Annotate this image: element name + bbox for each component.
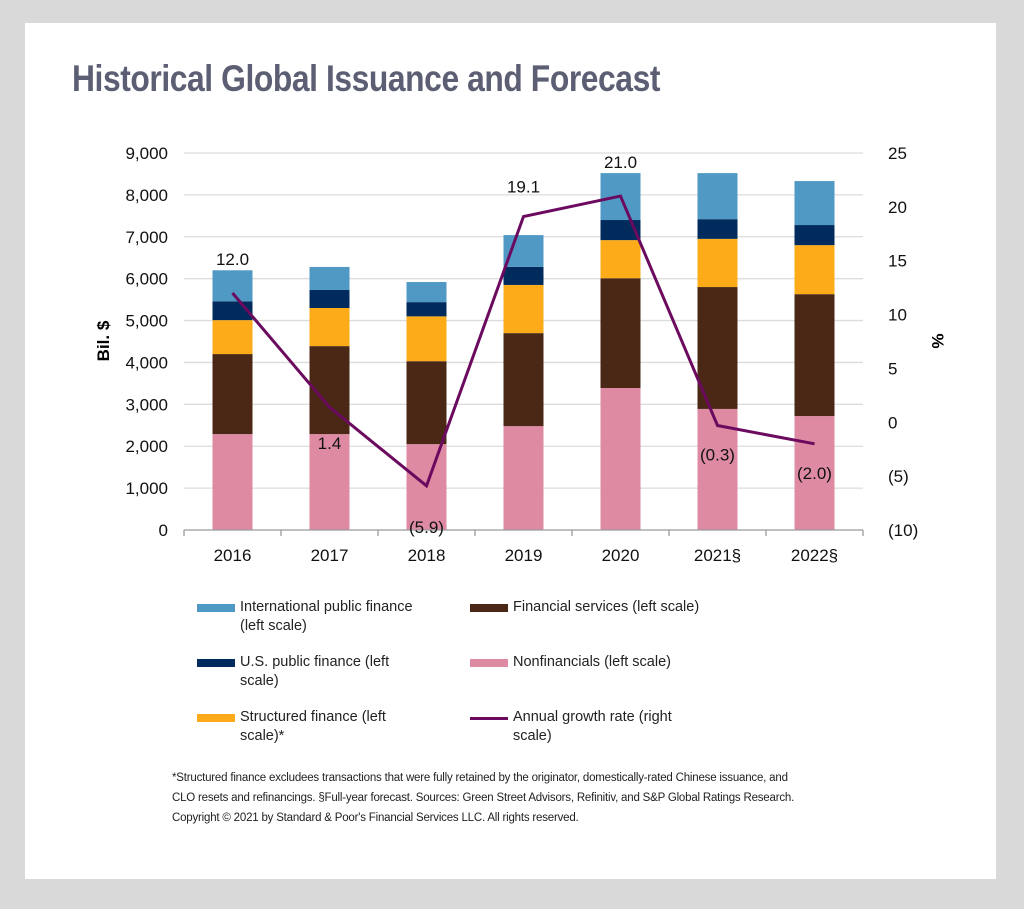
bar-segment xyxy=(794,416,835,530)
legend-color-swatch xyxy=(197,714,235,722)
bar-segment xyxy=(406,302,447,317)
y-tick-label-left: 3,000 xyxy=(125,395,168,414)
bar-segment xyxy=(503,284,544,334)
bar-segment xyxy=(212,320,253,355)
bar-segment xyxy=(600,387,641,530)
legend-item: Annual growth rate (right scale) xyxy=(470,708,703,746)
bar-segment xyxy=(697,173,738,220)
legend-item: U.S. public finance (left scale) xyxy=(197,653,430,691)
bar-segment xyxy=(212,270,253,302)
y-tick-label-right: 25 xyxy=(888,144,907,163)
y-axis-label-right: % xyxy=(928,333,947,348)
y-tick-label-right: 5 xyxy=(888,359,897,378)
legend-label: Structured finance (left scale)* xyxy=(240,709,386,744)
legend-line-swatch xyxy=(470,717,508,720)
bar-segment xyxy=(794,225,835,246)
bar-segment xyxy=(406,316,447,362)
growth-rate-label: 1.4 xyxy=(318,434,342,453)
y-tick-label-right: 10 xyxy=(888,306,907,325)
y-axis-label-left: Bil. $ xyxy=(94,320,113,361)
legend-label: U.S. public finance (left scale) xyxy=(240,654,390,689)
bar-segment xyxy=(794,245,835,295)
legend-label: Annual growth rate (right scale) xyxy=(513,709,672,744)
bar-segment xyxy=(600,240,641,279)
y-tick-label-left: 9,000 xyxy=(125,144,168,163)
y-tick-label-left: 2,000 xyxy=(125,437,168,456)
growth-rate-line xyxy=(231,194,815,489)
y-tick-label-right: (10) xyxy=(888,521,918,540)
data-labels: 12.0 1.4 (5.9) 19.1 21.0 (0.3) (2.0) xyxy=(216,153,832,537)
legend-label: Nonfinancials (left scale) xyxy=(513,654,671,670)
bar-segment xyxy=(697,238,738,288)
legend-item: Nonfinancials (left scale) xyxy=(470,653,703,672)
y-tick-label-left: 5,000 xyxy=(125,312,168,331)
bar-segment xyxy=(406,361,447,445)
legend-item: International public finance (left scale… xyxy=(197,598,430,636)
y-tick-label-right: 0 xyxy=(888,413,897,432)
copyright-text: Copyright © 2021 by Standard & Poor's Fi… xyxy=(172,812,579,824)
growth-rate-label: (2.0) xyxy=(797,464,832,483)
bar-segment xyxy=(406,282,447,303)
axes: 0 1,000 2,000 3,000 4,000 5,000 6,000 7,000 8,00… xyxy=(125,144,918,565)
legend-item: Structured finance (left scale)* xyxy=(197,708,430,746)
bar-segment xyxy=(600,220,641,241)
growth-rate-label: (5.9) xyxy=(409,518,444,537)
y-tick-label-left: 8,000 xyxy=(125,186,168,205)
y-tick-label-left: 4,000 xyxy=(125,353,168,372)
x-tick-label: 2018 xyxy=(408,546,446,565)
y-tick-label-left: 7,000 xyxy=(125,228,168,247)
x-tick-label: 2017 xyxy=(311,546,349,565)
bar-segment xyxy=(309,307,350,347)
growth-line xyxy=(231,194,815,489)
x-tick-label: 2016 xyxy=(214,546,252,565)
growth-rate-label: 21.0 xyxy=(604,153,637,172)
bar-segment xyxy=(212,354,253,435)
legend-color-swatch xyxy=(470,659,508,667)
bar-segment xyxy=(697,287,738,409)
bar-segment xyxy=(794,181,835,226)
bar-segment xyxy=(309,266,350,290)
legend-item: Financial services (left scale) xyxy=(470,598,703,617)
y-tick-label-left: 6,000 xyxy=(125,270,168,289)
bar-segment xyxy=(697,219,738,239)
footnote-text: *Structured finance excludees transactio… xyxy=(172,772,795,804)
x-tick-label: 2019 xyxy=(505,546,543,565)
growth-rate-label: 12.0 xyxy=(216,250,249,269)
x-tick-label: 2020 xyxy=(602,546,640,565)
bar-segment xyxy=(212,434,253,530)
y-tick-label-right: 20 xyxy=(888,198,907,217)
x-tick-label: 2021§ xyxy=(694,546,741,565)
chart-title: Historical Global Issuance and Forecast xyxy=(72,58,661,99)
y-tick-label-right: 15 xyxy=(888,252,907,271)
bar-segment xyxy=(309,289,350,308)
x-tick-label: 2022§ xyxy=(791,546,838,565)
y-tick-label-left: 0 xyxy=(159,521,168,540)
legend-label: Financial services (left scale) xyxy=(513,599,700,615)
bar-segment xyxy=(309,434,350,530)
legend-color-swatch xyxy=(197,604,235,612)
bar-segment xyxy=(600,278,641,388)
growth-rate-label: 19.1 xyxy=(507,178,540,197)
growth-rate-label: (0.3) xyxy=(700,446,735,465)
bar-stacks xyxy=(212,173,835,530)
bar-segment xyxy=(503,266,544,285)
y-tick-label-left: 1,000 xyxy=(125,479,168,498)
bar-segment xyxy=(503,333,544,427)
legend-color-swatch xyxy=(197,659,235,667)
legend-color-swatch xyxy=(470,604,508,612)
y-tick-label-right: (5) xyxy=(888,467,909,486)
legend-label: International public finance (left scale… xyxy=(240,599,413,634)
footnotes: *Structured finance excludees transactio… xyxy=(172,768,812,828)
bar-segment xyxy=(794,294,835,417)
bar-segment xyxy=(503,426,544,530)
